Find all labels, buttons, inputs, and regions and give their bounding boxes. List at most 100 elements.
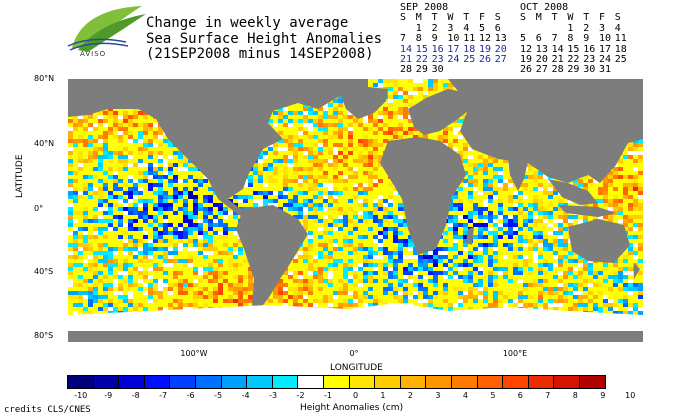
south-america — [236, 205, 308, 311]
greenland — [340, 87, 388, 119]
calendar-weekday: S — [520, 12, 527, 24]
calendar-day: 24 — [598, 54, 612, 66]
calendar-day: 1 — [567, 22, 574, 34]
colorbar-swatch — [426, 376, 452, 388]
calendar-day: 20 — [494, 43, 507, 55]
calendar-weekday: S — [614, 12, 621, 24]
australia — [568, 219, 630, 263]
calendar-day: 26 — [520, 64, 533, 76]
colorbar-swatch — [477, 376, 504, 388]
calendar-day — [463, 65, 479, 75]
colorbar-swatch — [170, 376, 196, 388]
calendar-day: 30 — [583, 64, 596, 76]
calendar-day: 19 — [478, 43, 492, 55]
central-america — [208, 179, 248, 219]
calendar-day: 22 — [567, 54, 580, 66]
calendar-day: 5 — [520, 33, 527, 45]
colorbar-label: -7 — [159, 391, 168, 400]
aviso-logo — [67, 6, 146, 52]
colorbar-label: 1 — [380, 391, 386, 400]
lat-tick-label: 80°N — [34, 74, 55, 83]
calendar-day: 4 — [463, 22, 470, 34]
calendar-weekday: F — [478, 12, 486, 24]
calendar-day: 10 — [598, 33, 612, 45]
calendar-month-title: SEP 2008 — [400, 2, 449, 13]
calendar-day: 17 — [447, 43, 460, 55]
calendar-day: 24 — [447, 54, 460, 66]
calendar-day: 12 — [520, 43, 533, 55]
calendar-day: 30 — [431, 64, 444, 76]
calendar-day — [495, 65, 511, 75]
colorbar-label: -2 — [296, 391, 305, 400]
calendar-day: 6 — [535, 33, 542, 45]
calendar-day: 12 — [478, 33, 492, 45]
brand-name: AVISO — [80, 50, 107, 58]
calendar-day: 23 — [583, 54, 596, 66]
x-axis-title: LONGITUDE — [330, 363, 383, 373]
colorbar-swatch — [195, 376, 222, 388]
calendar-day: 15 — [415, 43, 428, 55]
title-line-3: (21SEP2008 minus 14SEP2008) — [146, 46, 374, 62]
madagascar — [466, 227, 474, 245]
lat-tick-label: 0° — [34, 204, 44, 213]
calendar-day: 11 — [614, 33, 627, 45]
colorbar-label: 5 — [490, 391, 496, 400]
calendar-day: 19 — [520, 54, 533, 66]
title-line-1: Change in weekly average — [146, 15, 349, 31]
asia — [448, 79, 643, 183]
colorbar-swatch — [375, 376, 401, 388]
southeast-asia — [548, 179, 598, 205]
land-masses — [68, 79, 643, 311]
calendar-day: 20 — [535, 54, 548, 66]
calendar-day — [479, 65, 495, 75]
calendar-day: 10 — [447, 33, 460, 45]
colorbar-swatch — [554, 376, 580, 388]
calendar-day: 9 — [431, 33, 438, 45]
colorbar-swatch — [68, 376, 94, 388]
calendar-day: 16 — [583, 43, 596, 55]
calendar-weekday: T — [431, 12, 438, 24]
calendar-weekday: S — [400, 12, 407, 24]
antarctica — [68, 331, 643, 342]
calendar-day: 1 — [415, 22, 422, 34]
lat-tick-label: 40°S — [34, 267, 54, 276]
colorbar-swatch — [579, 376, 606, 388]
calendar-day: 13 — [494, 33, 507, 45]
calendar-day: 25 — [463, 54, 476, 66]
colorbar-label: -10 — [74, 391, 88, 400]
colorbar — [67, 375, 607, 389]
calendar-weekday: T — [583, 12, 590, 24]
colorbar-label: -1 — [324, 391, 333, 400]
calendar-day: 4 — [614, 22, 621, 34]
calendar-weekday: F — [598, 12, 606, 24]
calendar-day: 28 — [551, 64, 564, 76]
calendar-sep-2008: SEP 2008 S M T W T F S 1 2 3 4 5 6 7 8 9 10 11 12 13 14 15 16 17… — [400, 2, 511, 76]
calendar-day: 21 — [400, 54, 413, 66]
colorbar-label: -6 — [186, 391, 195, 400]
colorbar-swatch — [93, 376, 120, 388]
calendar-month-title: OCT 2008 — [520, 2, 569, 13]
new-zealand — [634, 263, 640, 279]
colorbar-label: -5 — [214, 391, 223, 400]
calendar-day: 5 — [478, 22, 486, 34]
calendar-oct-2008: OCT 2008 S M T W T F S 1 2 3 4 5 6 7 8 9 10 11 12 13 14 15 16 17… — [520, 2, 631, 76]
calendar-day: 29 — [567, 64, 580, 76]
calendar-day: 3 — [598, 22, 606, 34]
colorbar-label: 0 — [352, 391, 359, 400]
calendar-day: 26 — [478, 54, 492, 66]
title-line-2: Sea Surface Height Anomalies — [146, 31, 383, 47]
lon-tick-label: 0° — [349, 349, 359, 358]
lon-tick-label: 100°W — [180, 349, 208, 358]
calendar-day: 29 — [415, 64, 428, 76]
credits: credits CLS/CNES — [4, 405, 91, 415]
lat-tick-label: 80°S — [34, 331, 54, 340]
colorbar-label: 3 — [435, 391, 441, 400]
calendar-day: 21 — [551, 54, 564, 66]
colorbar-label: 9 — [600, 391, 606, 400]
europe — [408, 89, 473, 135]
calendar-weekday: M — [415, 12, 422, 24]
colorbar-label: 6 — [517, 391, 523, 400]
calendar-day: 18 — [463, 43, 476, 55]
calendar-day: 25 — [614, 54, 627, 66]
calendar-day: 14 — [551, 43, 564, 55]
